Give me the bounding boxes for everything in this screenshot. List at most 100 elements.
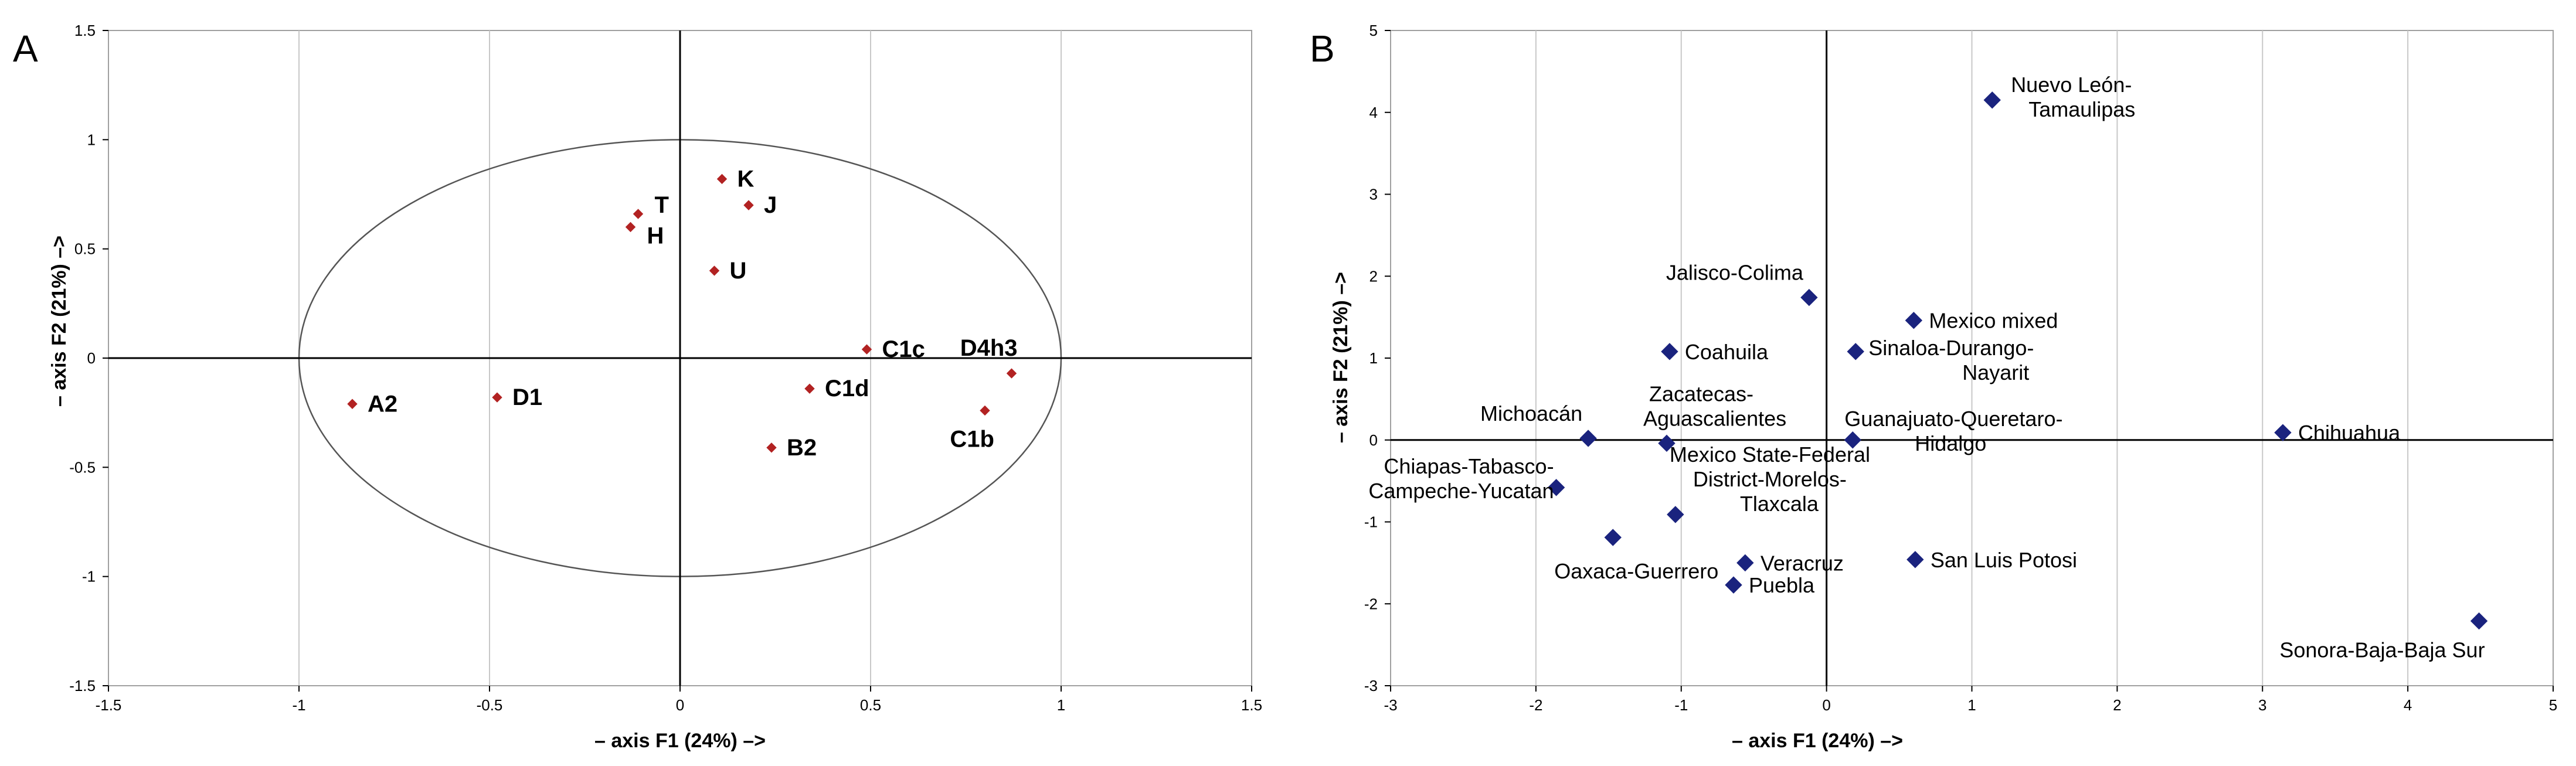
panel-a-x-tick-label: -1 bbox=[292, 696, 305, 714]
panel-a-x-tick-label: -0.5 bbox=[477, 696, 503, 714]
panel-a-point-label: J bbox=[764, 192, 777, 218]
panel-b-point-label: Oaxaca-Guerrero bbox=[1554, 559, 1718, 583]
panel-b-point-label-line: Chiapas-Tabasco- bbox=[1384, 454, 1554, 478]
panel-b-point-label: Sinaloa-Durango-Nayarit bbox=[1868, 336, 2034, 384]
panel-a-y-axis-title: – axis F2 (21%) –> bbox=[48, 236, 70, 407]
panel-b-point-label-line: Mexico State-Federal bbox=[1670, 442, 1870, 467]
panel-b-point-marker bbox=[1800, 288, 1818, 307]
panel-a-point-marker bbox=[980, 405, 990, 416]
panel-b-point-label-line: Sinaloa-Durango- bbox=[1868, 336, 2034, 360]
panel-b-point-marker bbox=[1658, 434, 1676, 452]
panel-a-point-marker bbox=[625, 222, 636, 233]
panel-a-point-label: U bbox=[730, 258, 747, 284]
panel-b-point-label: Michoacán bbox=[1480, 401, 1582, 425]
panel-a-y-tick-label: 1 bbox=[87, 131, 96, 148]
panel-a-point-marker bbox=[743, 200, 754, 210]
panel-a-y-tick-label: 0 bbox=[87, 349, 96, 367]
panel-b-y-axis-title: – axis F2 (21%) –> bbox=[1330, 272, 1352, 443]
panel-b-y-tick-label: 1 bbox=[1369, 349, 1378, 367]
panel-b-point-label: Veracruz bbox=[1761, 551, 1844, 575]
panel-b-y-tick-label: 2 bbox=[1369, 267, 1378, 285]
panel-b-point-label-line: District-Morelos- bbox=[1693, 467, 1847, 491]
panel-a-letter: A bbox=[13, 28, 38, 70]
panel-b-point-label: Guanajuato-Queretaro-Hidalgo bbox=[1844, 407, 2062, 455]
panel-a-point-label: C1d bbox=[825, 376, 869, 401]
panel-b-point-label: San Luis Potosi bbox=[1931, 548, 2077, 572]
panel-b-x-tick-label: 1 bbox=[1967, 696, 1976, 714]
panel-b-point-marker bbox=[1725, 576, 1742, 594]
panel-b-y-tick-label: 3 bbox=[1369, 186, 1378, 203]
panel-b-point-label-line: Aguascalientes bbox=[1643, 406, 1786, 430]
panel-b-point-label: Coahuila bbox=[1685, 340, 1769, 364]
panel-b-point-marker bbox=[1579, 430, 1597, 447]
panel-b-point-label-line: Nayarit bbox=[1962, 360, 2029, 384]
panel-b-point-label: Chiapas-Tabasco-Campeche-Yucatan bbox=[1368, 454, 1554, 503]
panel-b-point-label-line: Hidalgo bbox=[1915, 431, 1986, 455]
panel-b-point-marker bbox=[1604, 529, 1622, 546]
panel-a-x-tick-label: 0 bbox=[676, 696, 684, 714]
panel-a-point-label: K bbox=[738, 166, 755, 192]
panel-b: B – axis F1 (24%) –> – axis F2 (21%) –> … bbox=[1310, 22, 2557, 752]
panel-b-point-label: Zacatecas-Aguascalientes bbox=[1643, 382, 1786, 430]
panel-a-point-marker bbox=[492, 392, 502, 403]
panel-a: A – axis F1 (24%) –> – axis F2 (21%) –> … bbox=[13, 22, 1262, 752]
panel-b-point-label-line: Tamaulipas bbox=[2028, 97, 2135, 121]
panel-a-point-marker bbox=[766, 442, 777, 453]
panel-b-y-tick-label: 5 bbox=[1369, 22, 1378, 39]
panel-b-point-marker bbox=[1983, 91, 2001, 109]
panel-a-point-marker bbox=[804, 383, 815, 394]
panel-b-x-tick-label: 3 bbox=[2258, 696, 2266, 714]
panel-b-x-tick-label: 0 bbox=[1822, 696, 1830, 714]
panel-b-point-label: Jalisco-Colima bbox=[1666, 261, 1804, 285]
panel-a-y-tick-label: -1 bbox=[82, 568, 96, 585]
panel-b-point-marker bbox=[1667, 506, 1684, 523]
panel-b-point-marker bbox=[1661, 343, 1678, 360]
panel-a-x-axis-title: – axis F1 (24%) –> bbox=[594, 730, 766, 752]
panel-b-point-label: Puebla bbox=[1749, 573, 1815, 597]
panel-b-point-label: Nuevo León-Tamaulipas bbox=[2011, 73, 2135, 121]
panel-a-y-tick-label: -1.5 bbox=[69, 677, 96, 694]
panel-b-y-tick-label: -1 bbox=[1364, 513, 1378, 531]
panel-a-point-marker bbox=[861, 344, 872, 355]
panel-b-point-marker bbox=[2470, 612, 2488, 630]
panel-a-point-marker bbox=[347, 399, 358, 409]
panel-a-x-tick-label: 1 bbox=[1057, 696, 1065, 714]
panel-a-x-tick-label: -1.5 bbox=[96, 696, 122, 714]
panel-b-point-label: Sonora-Baja-Baja Sur bbox=[2279, 638, 2485, 662]
panel-a-point-marker bbox=[1006, 368, 1017, 379]
panel-b-point-label: Mexico State-Federal District-Morelos-Tla… bbox=[1670, 442, 1870, 516]
panel-b-point-label: Mexico mixed bbox=[1929, 309, 2058, 333]
panel-b-letter: B bbox=[1310, 28, 1335, 70]
panel-b-point-marker bbox=[1906, 551, 1924, 568]
panel-b-point-marker bbox=[1905, 312, 1923, 329]
panel-b-y-tick-label: 0 bbox=[1369, 431, 1378, 449]
panel-a-y-tick-label: 1.5 bbox=[74, 22, 96, 39]
panel-a-x-tick-label: 0.5 bbox=[860, 696, 881, 714]
panel-b-x-tick-label: -1 bbox=[1674, 696, 1688, 714]
panel-a-point-label: A2 bbox=[368, 391, 397, 417]
panel-a-point-label: T bbox=[655, 192, 669, 218]
panel-b-x-tick-label: -3 bbox=[1384, 696, 1397, 714]
panel-b-x-tick-label: 5 bbox=[2549, 696, 2557, 714]
panel-a-point-marker bbox=[716, 173, 728, 185]
panel-b-x-axis-title: – axis F1 (24%) –> bbox=[1732, 730, 1903, 752]
panel-a-point-label: B2 bbox=[787, 435, 817, 461]
panel-a-point-label: D1 bbox=[512, 384, 542, 410]
panel-b-point-label-line: Campeche-Yucatan bbox=[1368, 479, 1554, 503]
panel-b-point-marker bbox=[2274, 424, 2292, 441]
panel-b-point-marker bbox=[1736, 554, 1754, 572]
panel-b-point-label-line: Zacatecas- bbox=[1649, 382, 1753, 406]
panel-b-y-tick-label: -3 bbox=[1364, 677, 1378, 694]
panel-b-point-label: Chihuahua bbox=[2298, 421, 2401, 445]
panel-b-point-marker bbox=[1847, 343, 1864, 360]
panel-b-point-label-line: Tlaxcala bbox=[1740, 492, 1819, 516]
panel-b-point-marker bbox=[1844, 431, 1861, 449]
panel-b-y-tick-label: -2 bbox=[1364, 595, 1378, 612]
panel-b-y-tick-label: 4 bbox=[1369, 104, 1378, 121]
panel-a-point-label: D4h3 bbox=[960, 335, 1018, 361]
panel-a-point-label: C1b bbox=[950, 426, 994, 452]
panel-b-x-tick-label: 2 bbox=[2113, 696, 2121, 714]
panel-a-y-tick-label: -0.5 bbox=[69, 458, 96, 476]
